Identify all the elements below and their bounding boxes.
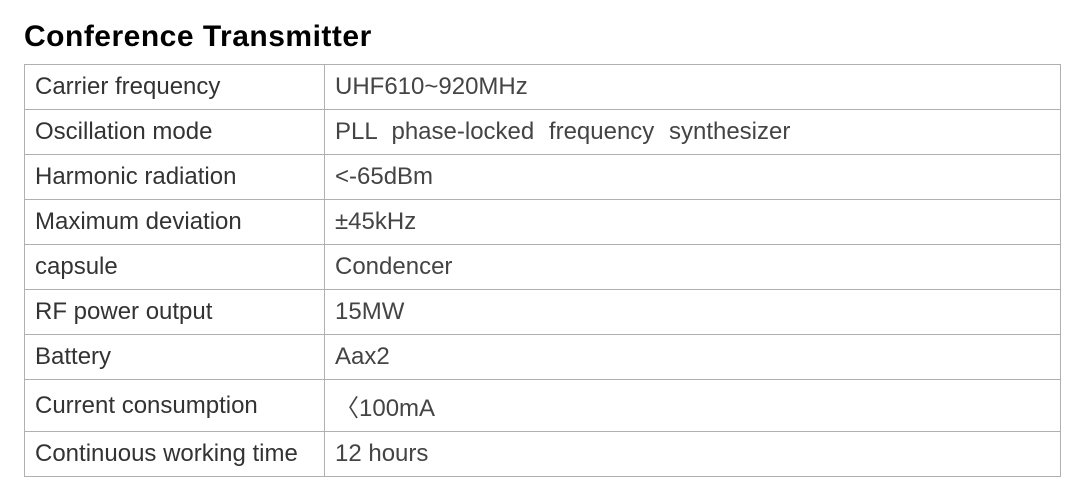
spec-label: Current consumption bbox=[25, 380, 325, 432]
spec-label: RF power output bbox=[25, 290, 325, 335]
table-row: Battery Aax2 bbox=[25, 335, 1061, 380]
table-row: Harmonic radiation <-65dBm bbox=[25, 155, 1061, 200]
table-row: Continuous working time 12 hours bbox=[25, 432, 1061, 477]
table-row: Oscillation mode PLL phase-locked freque… bbox=[25, 110, 1061, 155]
spec-table-body: Carrier frequency UHF610~920MHz Oscillat… bbox=[25, 65, 1061, 477]
table-row: Current consumption 〈100mA bbox=[25, 380, 1061, 432]
spec-label: Harmonic radiation bbox=[25, 155, 325, 200]
spec-label: Continuous working time bbox=[25, 432, 325, 477]
spec-value: UHF610~920MHz bbox=[325, 65, 1061, 110]
spec-label: Maximum deviation bbox=[25, 200, 325, 245]
spec-value: Condencer bbox=[325, 245, 1061, 290]
spec-value: Aax2 bbox=[325, 335, 1061, 380]
spec-label: Battery bbox=[25, 335, 325, 380]
spec-value: <-65dBm bbox=[325, 155, 1061, 200]
table-row: capsule Condencer bbox=[25, 245, 1061, 290]
spec-value: PLL phase-locked frequency synthesizer bbox=[325, 110, 1061, 155]
spec-table: Carrier frequency UHF610~920MHz Oscillat… bbox=[24, 64, 1061, 477]
spec-value: ±45kHz bbox=[325, 200, 1061, 245]
spec-value: 〈100mA bbox=[325, 380, 1061, 432]
spec-label: capsule bbox=[25, 245, 325, 290]
page-title: Conference Transmitter bbox=[24, 20, 1061, 54]
table-row: RF power output 15MW bbox=[25, 290, 1061, 335]
table-row: Carrier frequency UHF610~920MHz bbox=[25, 65, 1061, 110]
spec-label: Oscillation mode bbox=[25, 110, 325, 155]
spec-label: Carrier frequency bbox=[25, 65, 325, 110]
spec-value: 15MW bbox=[325, 290, 1061, 335]
table-row: Maximum deviation ±45kHz bbox=[25, 200, 1061, 245]
spec-value: 12 hours bbox=[325, 432, 1061, 477]
